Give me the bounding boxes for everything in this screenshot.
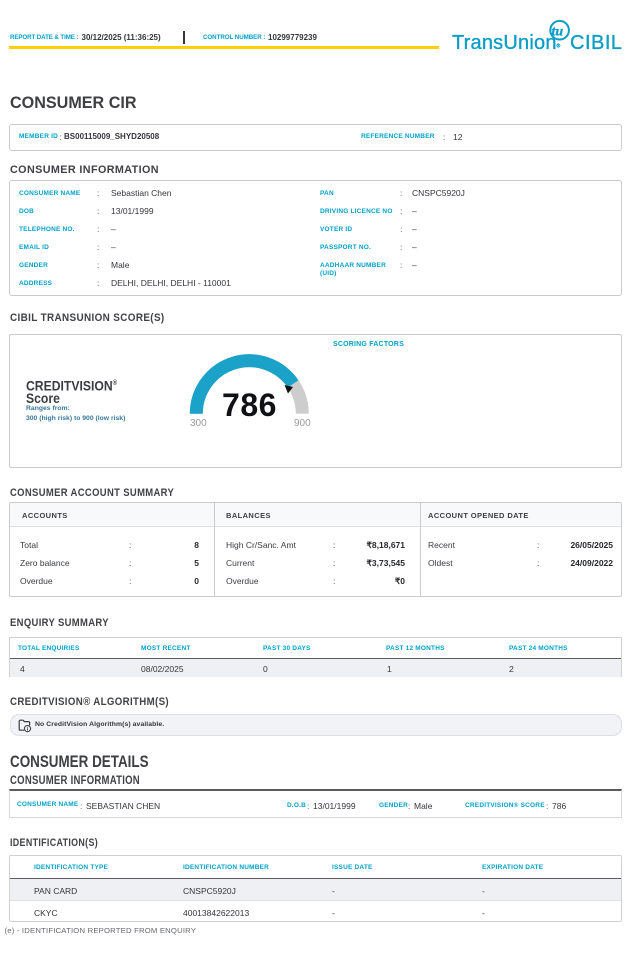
svg-text:CIBIL: CIBIL bbox=[570, 32, 623, 54]
svg-text:tu: tu bbox=[552, 24, 564, 39]
svg-text:900: 900 bbox=[294, 418, 311, 429]
svg-text:®: ® bbox=[557, 43, 561, 50]
svg-text:TransUnion: TransUnion bbox=[452, 32, 557, 54]
svg-text:300: 300 bbox=[190, 418, 207, 429]
